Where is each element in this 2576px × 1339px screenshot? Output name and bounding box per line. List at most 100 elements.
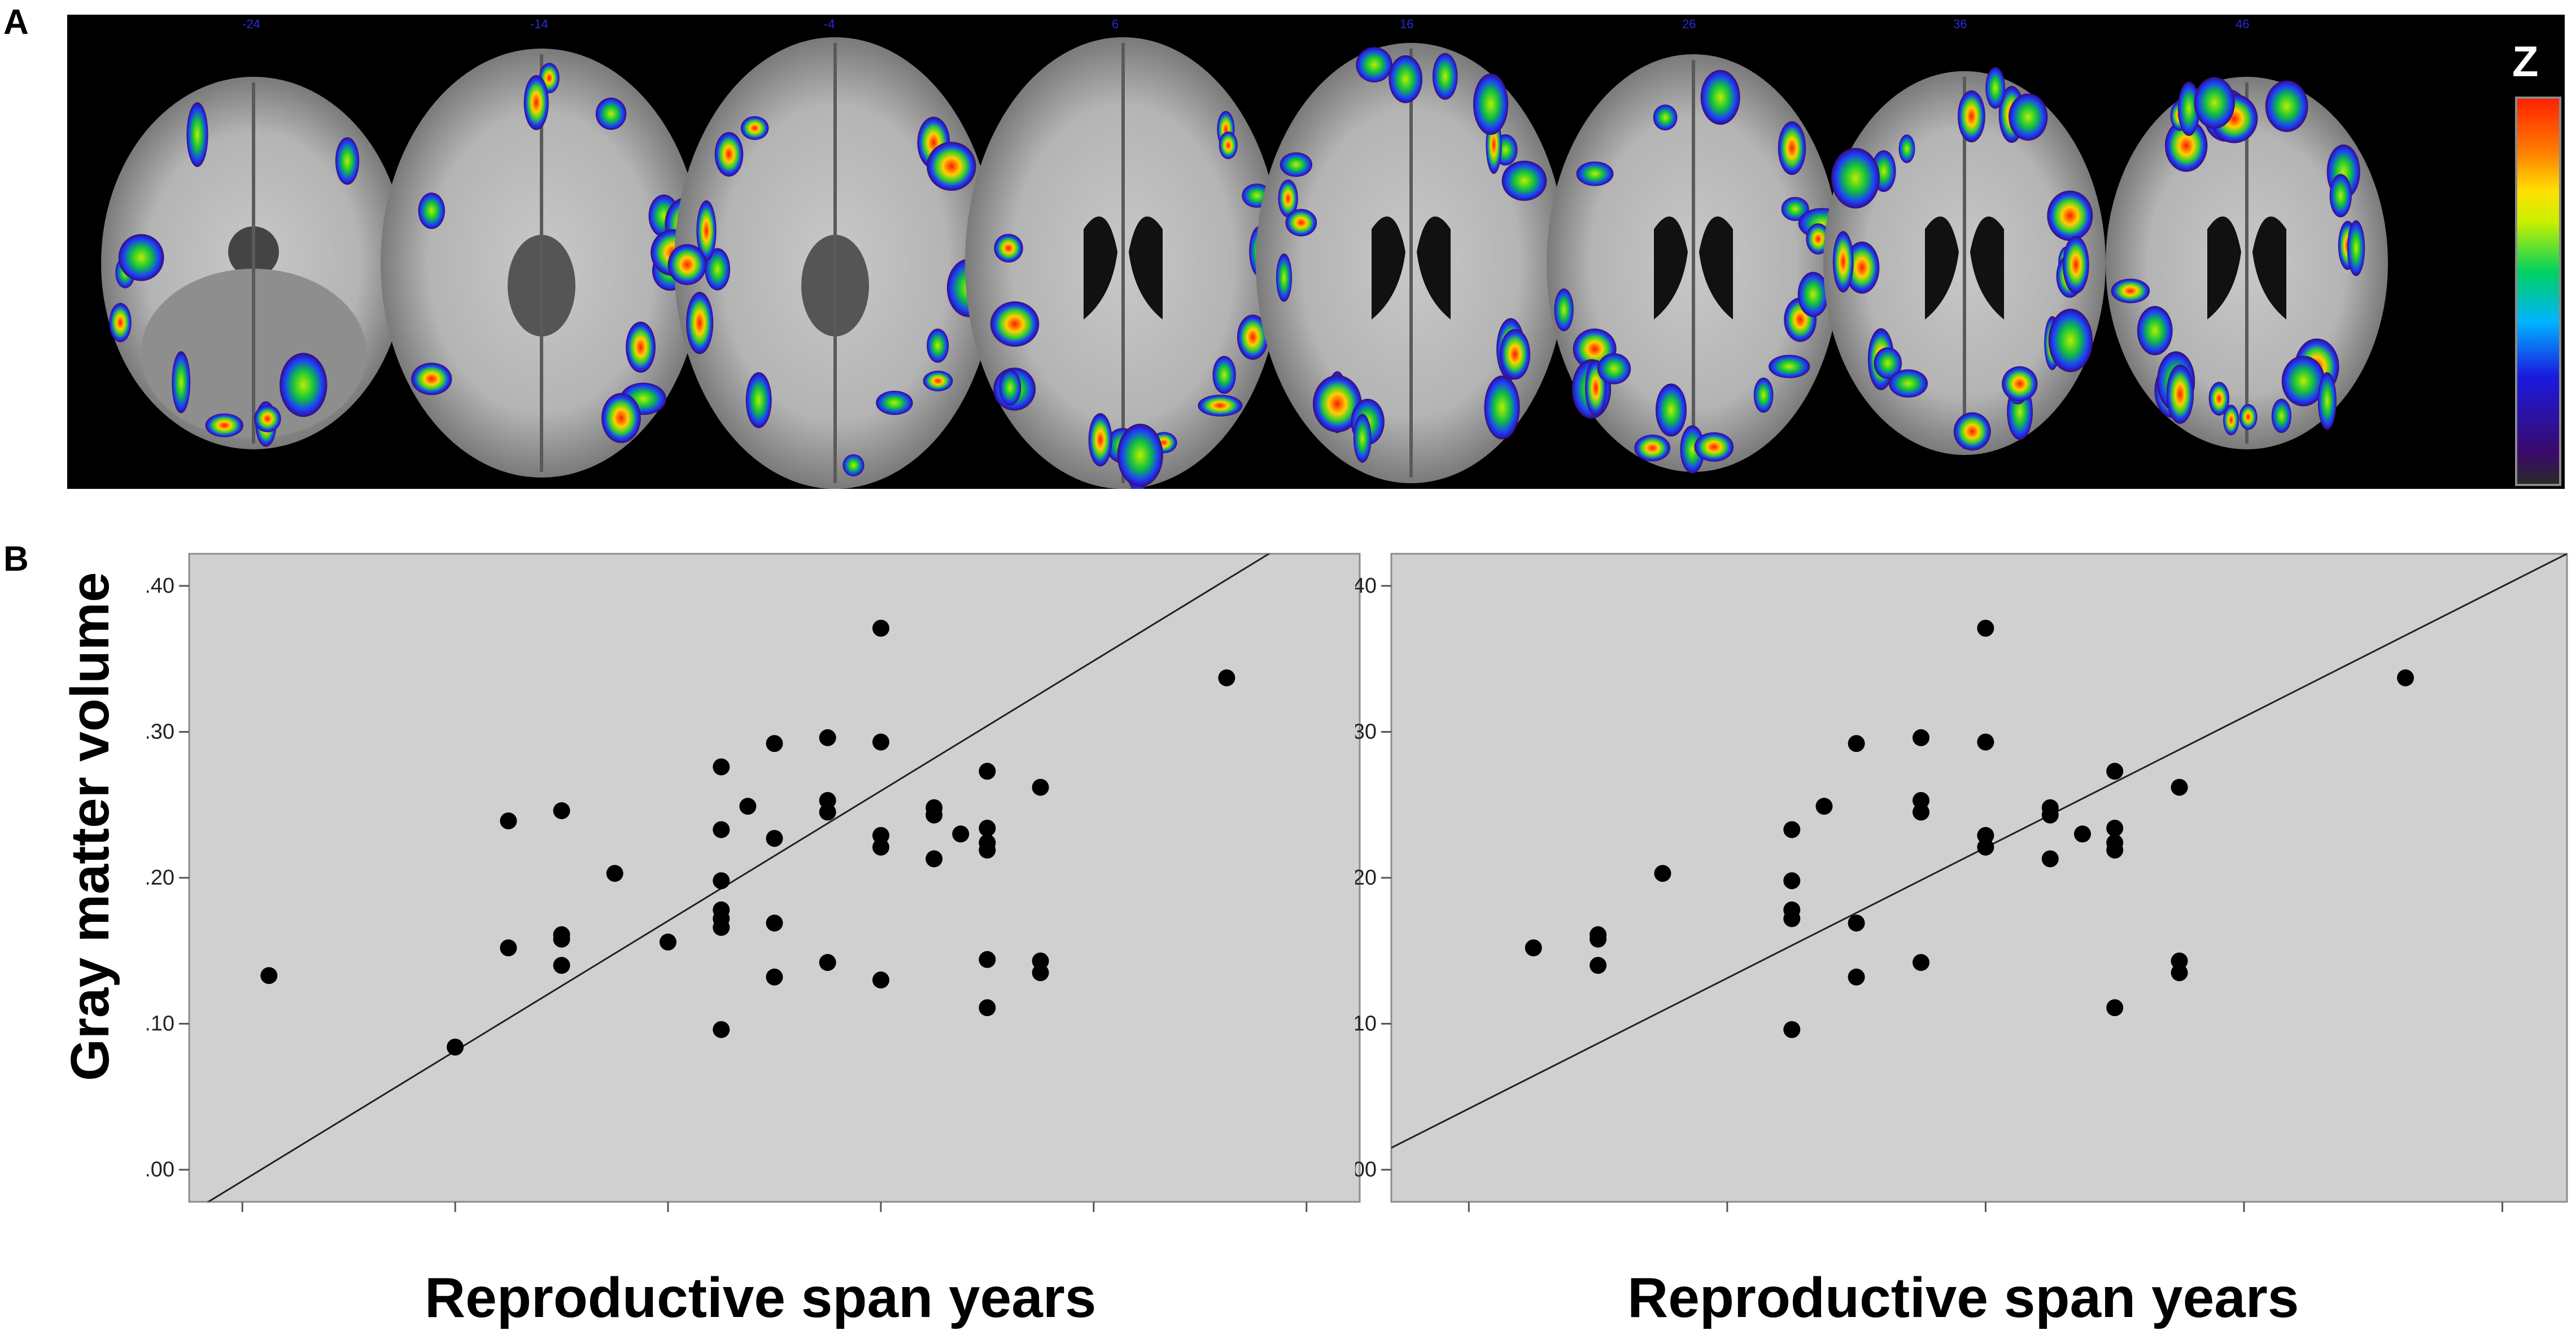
data-point [713, 872, 730, 890]
brain-slice [101, 77, 406, 449]
brain-slice [1547, 54, 1846, 474]
slice-coordinate-label: -14 [530, 17, 548, 31]
data-point [713, 1021, 730, 1038]
brain-slice [1823, 67, 2106, 455]
brain-slices-image [101, 37, 2388, 489]
y-tick-label: .20 [1355, 866, 1377, 890]
data-point [872, 619, 889, 637]
slice-coordinate-label: -4 [824, 17, 835, 31]
data-point [713, 918, 730, 936]
data-point [819, 803, 836, 821]
data-point [1848, 735, 1865, 752]
slice-coordinate-label: -24 [242, 17, 260, 31]
data-point [872, 733, 889, 751]
x-axis-title-right: Reproductive span years [1627, 1266, 2299, 1329]
slice-coordinate-label: 16 [1400, 17, 1414, 31]
data-point [1032, 952, 1049, 970]
data-point [1590, 930, 1607, 948]
data-point [2041, 806, 2059, 824]
data-point [500, 939, 517, 957]
data-point [500, 812, 517, 830]
data-point [979, 820, 996, 837]
colorbar-max-label: 3 [2574, 89, 2576, 126]
data-point [1815, 798, 1833, 815]
data-point [739, 798, 757, 815]
y-tick-label: .30 [1355, 720, 1377, 743]
data-point [1654, 865, 1671, 882]
data-point [979, 951, 996, 968]
data-point [872, 827, 889, 844]
data-point [2397, 669, 2414, 686]
data-point [1848, 968, 1865, 986]
data-point [1783, 1021, 1801, 1038]
data-point [2171, 964, 2188, 982]
data-point [1977, 827, 1994, 844]
slice-coordinate-label: 36 [1953, 17, 1967, 31]
data-point [925, 806, 943, 824]
y-tick-label: .00 [147, 1158, 174, 1182]
plot-area [188, 553, 1361, 1203]
y-tick-label: .30 [147, 720, 174, 743]
x-axis-title-left: Reproductive span years [425, 1266, 1097, 1329]
data-point [979, 841, 996, 859]
z-colorbar [2515, 97, 2561, 486]
data-point [2106, 820, 2124, 837]
brain-slice [965, 37, 1281, 489]
data-point [553, 957, 570, 974]
plot-area [1390, 553, 2568, 1203]
data-point [660, 933, 676, 951]
data-point [1977, 619, 1994, 637]
data-point [2171, 952, 2188, 970]
brain-slices-panel: Z 3 0 -24 -14 -4 6 16 26 36 46 [67, 15, 2576, 489]
panel-b-label: B [3, 540, 29, 579]
data-point [260, 967, 278, 984]
data-point [1783, 821, 1801, 838]
colorbar-title: Z [2512, 38, 2539, 86]
y-tick-label: .10 [147, 1012, 174, 1036]
data-point [872, 838, 889, 856]
data-point [1913, 803, 1929, 821]
brain-slice [1256, 43, 1566, 483]
data-point [979, 999, 996, 1017]
data-point [766, 914, 783, 932]
y-tick-label: .40 [1355, 574, 1377, 598]
data-point [1977, 733, 1994, 751]
data-point [979, 763, 996, 780]
brain-slice [667, 37, 996, 489]
scatter-plot-right: .00.10.20.30.403236404448 [1355, 553, 2568, 1212]
slice-coordinate-label: 6 [1112, 17, 1119, 31]
y-tick-label: .40 [147, 574, 174, 598]
data-point [606, 865, 623, 882]
data-point [553, 930, 570, 948]
data-point [952, 825, 970, 843]
y-axis-title: Gray matter volume [60, 572, 120, 1081]
data-point [1977, 838, 1994, 856]
data-point [766, 735, 783, 752]
colorbar-min-label: 0 [2574, 432, 2576, 469]
data-point [2041, 850, 2059, 868]
data-point [1913, 792, 1929, 809]
data-point [447, 1038, 464, 1056]
data-point [2074, 825, 2091, 843]
data-point [1913, 954, 1929, 971]
panel-a-label: A [3, 3, 29, 42]
data-point [819, 729, 836, 746]
data-point [1913, 729, 1929, 746]
data-point [872, 972, 889, 988]
data-point [1032, 778, 1049, 796]
y-tick-label: .20 [147, 866, 174, 890]
brain-slice [381, 49, 710, 478]
slice-coordinate-label: 26 [1682, 17, 1696, 31]
data-point [1218, 669, 1235, 686]
scatter-plot-left: .00.10.20.30.40283236404448 [147, 553, 1361, 1212]
data-point [1783, 910, 1801, 927]
data-point [2106, 999, 2124, 1017]
y-tick-label: .10 [1355, 1012, 1377, 1036]
data-point [925, 850, 943, 868]
data-point [766, 968, 783, 986]
data-point [1525, 939, 1542, 957]
data-point [1783, 872, 1801, 890]
brain-slice [2106, 77, 2388, 449]
data-point [713, 821, 730, 838]
data-point [2171, 778, 2188, 796]
